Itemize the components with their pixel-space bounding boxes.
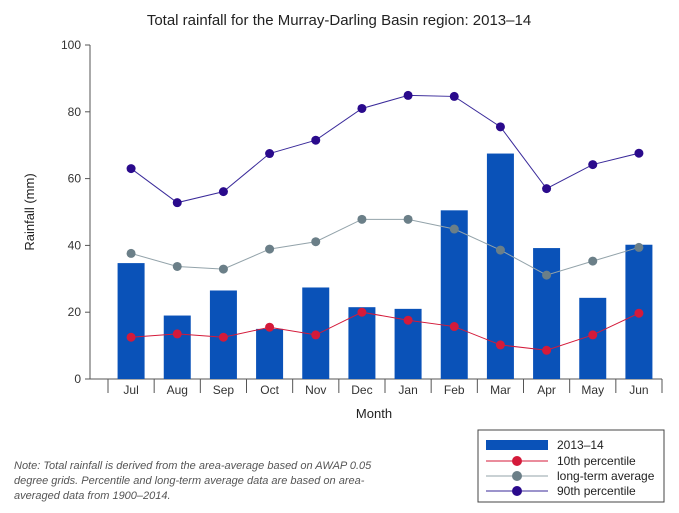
x-tick-label: Jan <box>398 383 417 397</box>
data-point <box>634 148 644 158</box>
data-point <box>357 307 367 317</box>
data-point <box>449 224 459 234</box>
legend-label: 2013–14 <box>557 438 604 452</box>
data-point <box>265 149 275 159</box>
x-tick-label: Feb <box>444 383 465 397</box>
x-tick-label: Oct <box>260 383 279 397</box>
data-point <box>495 340 505 350</box>
line-series <box>126 90 644 355</box>
x-tick-label: Dec <box>351 383 372 397</box>
legend-label: long-term average <box>557 469 655 483</box>
bar <box>163 315 191 379</box>
y-tick-label: 0 <box>74 372 81 386</box>
legend-marker <box>512 471 522 481</box>
data-point <box>218 187 228 197</box>
legend-label: 90th percentile <box>557 484 636 498</box>
data-point <box>265 244 275 254</box>
x-axis-label: Month <box>356 406 392 421</box>
bar <box>533 248 561 379</box>
data-point <box>218 264 228 274</box>
x-tick-label: Jun <box>629 383 648 397</box>
data-point <box>126 332 136 342</box>
data-point <box>172 198 182 208</box>
data-point <box>495 245 505 255</box>
y-axis: 0 20 40 60 80 100 <box>61 38 91 386</box>
y-tick-label: 80 <box>68 105 82 119</box>
data-point <box>403 90 413 100</box>
data-point <box>218 332 228 342</box>
footnote: Note: Total rainfall is derived from the… <box>14 460 372 502</box>
data-point <box>357 103 367 113</box>
bar <box>440 210 468 379</box>
bar <box>348 307 376 379</box>
legend-label: 10th percentile <box>557 454 636 468</box>
data-point <box>588 256 598 266</box>
data-point <box>126 164 136 174</box>
series-line <box>131 311 640 351</box>
bar-series <box>117 153 653 379</box>
data-point <box>311 330 321 340</box>
legend-marker <box>512 486 522 496</box>
x-tick-label: May <box>581 383 604 397</box>
data-point <box>126 248 136 258</box>
y-tick-label: 20 <box>68 305 82 319</box>
x-tick-label: Nov <box>305 383 326 397</box>
legend-swatch <box>486 440 548 450</box>
x-tick-label: Mar <box>490 383 511 397</box>
y-tick-label: 60 <box>68 172 82 186</box>
data-point <box>634 308 644 318</box>
data-point <box>172 261 182 271</box>
y-axis-label: Rainfall (mm) <box>22 173 37 250</box>
data-point <box>495 122 505 132</box>
data-point <box>265 322 275 332</box>
data-point <box>588 160 598 170</box>
data-point <box>542 270 552 280</box>
bar <box>117 263 145 379</box>
legend-marker <box>512 456 522 466</box>
x-tick-label: Aug <box>167 383 188 397</box>
data-point <box>449 322 459 332</box>
data-point <box>172 329 182 339</box>
series-line <box>130 94 640 204</box>
data-point <box>588 330 598 340</box>
data-point <box>634 242 644 252</box>
bar <box>256 328 284 379</box>
x-tick-label: Apr <box>537 383 556 397</box>
y-tick-label: 100 <box>61 38 81 52</box>
x-tick-label: Sep <box>213 383 235 397</box>
series-line <box>130 218 640 276</box>
data-point <box>403 214 413 224</box>
data-point <box>311 237 321 247</box>
data-point <box>357 214 367 224</box>
x-axis: Jul Aug Sep Oct Nov Dec Jan Feb Mar Apr May Jun <box>90 378 663 397</box>
y-tick-label: 40 <box>68 238 82 252</box>
data-point <box>449 91 459 101</box>
data-point <box>542 345 552 355</box>
data-point <box>542 184 552 194</box>
chart-title: Total rainfall for the Murray-Darling Ba… <box>147 12 531 29</box>
data-point <box>311 135 321 145</box>
x-tick-label: Jul <box>123 383 138 397</box>
data-point <box>403 315 413 325</box>
